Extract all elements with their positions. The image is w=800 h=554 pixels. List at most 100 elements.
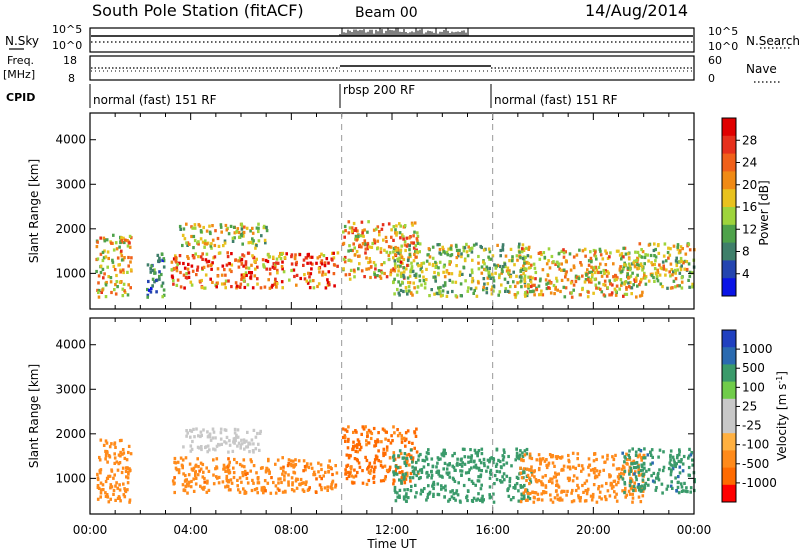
range-cell: [374, 275, 377, 279]
colorbar-swatch: [722, 171, 736, 190]
range-cell: [183, 286, 186, 290]
range-cell: [101, 288, 104, 292]
range-cell: [600, 274, 604, 278]
range-cell: [327, 270, 331, 274]
range-cell: [442, 486, 445, 490]
range-cell: [278, 488, 281, 492]
range-cell: [521, 485, 525, 489]
range-cell: [295, 263, 298, 267]
range-cell: [525, 467, 529, 471]
range-cell: [453, 468, 457, 472]
range-cell: [413, 273, 416, 277]
range-cell: [506, 289, 510, 293]
range-cell: [505, 474, 509, 478]
range-cell: [424, 455, 428, 459]
range-cell: [548, 279, 551, 283]
range-cell: [192, 466, 196, 470]
range-cell: [673, 268, 677, 272]
range-cell: [368, 257, 371, 261]
range-cell: [242, 264, 245, 268]
range-cell: [605, 481, 608, 486]
range-cell: [179, 270, 182, 275]
range-cell: [123, 456, 127, 460]
range-cell: [420, 488, 423, 492]
range-cell: [493, 482, 496, 486]
range-cell: [186, 431, 189, 435]
range-cell: [557, 264, 560, 268]
range-cell: [274, 263, 277, 267]
range-cell: [592, 266, 596, 270]
range-cell: [206, 264, 210, 268]
range-cell: [514, 483, 517, 487]
range-cell: [430, 288, 433, 292]
range-cell: [416, 234, 420, 239]
range-cell: [354, 228, 358, 232]
range-cell: [417, 476, 421, 481]
range-cell: [479, 461, 483, 465]
range-cell: [226, 466, 230, 470]
range-cell: [124, 238, 127, 242]
range-cell: [96, 484, 100, 488]
range-cell: [382, 451, 386, 455]
range-cell: [172, 279, 175, 283]
range-cell: [216, 267, 220, 271]
range-cell: [459, 282, 463, 286]
range-cell: [406, 243, 410, 247]
range-cell: [173, 266, 176, 271]
range-cell: [104, 479, 108, 484]
range-cell: [470, 246, 474, 250]
range-cell: [478, 458, 482, 462]
range-cell: [587, 457, 591, 461]
range-cell: [425, 259, 429, 263]
range-cell: [467, 470, 470, 475]
range-cell: [539, 251, 542, 255]
range-cell: [468, 248, 472, 252]
range-cell: [347, 249, 350, 253]
range-cell: [117, 453, 121, 457]
range-cell: [396, 287, 399, 292]
range-cell: [527, 495, 530, 499]
range-cell: [588, 270, 591, 274]
range-cell: [370, 465, 374, 469]
range-cell: [302, 258, 306, 262]
range-cell: [666, 484, 670, 488]
range-cell: [600, 484, 604, 488]
range-cell: [562, 268, 566, 272]
range-cell: [373, 272, 376, 277]
range-cell: [427, 463, 430, 467]
range-cell: [656, 268, 659, 272]
range-cell: [188, 242, 191, 246]
range-cell: [522, 491, 526, 495]
range-cell: [347, 437, 350, 441]
range-cell: [129, 286, 132, 290]
range-cell: [403, 224, 407, 228]
range-cell: [195, 427, 198, 431]
range-cell: [624, 252, 628, 256]
range-cell: [238, 490, 242, 494]
range-cell: [282, 465, 285, 469]
range-cell: [267, 468, 270, 472]
range-cell: [203, 485, 206, 489]
range-cell: [477, 254, 480, 259]
range-cell: [190, 234, 193, 239]
range-cell: [322, 474, 325, 478]
range-cell: [394, 245, 397, 250]
range-cell: [352, 221, 356, 226]
range-cell: [637, 471, 641, 475]
range-cell: [201, 257, 204, 261]
range-cell: [336, 251, 340, 255]
range-cell: [225, 484, 229, 488]
range-cell: [103, 239, 107, 243]
range-cell: [656, 473, 660, 477]
range-cell: [202, 225, 205, 230]
range-cell: [636, 284, 639, 288]
range-cell: [488, 476, 492, 480]
range-cell: [114, 445, 117, 449]
range-cell: [336, 264, 339, 268]
range-cell: [641, 478, 645, 482]
range-cell: [562, 468, 565, 472]
range-cell: [452, 496, 456, 500]
range-cell: [471, 271, 474, 275]
range-cell: [488, 459, 492, 463]
range-cell: [676, 243, 680, 247]
